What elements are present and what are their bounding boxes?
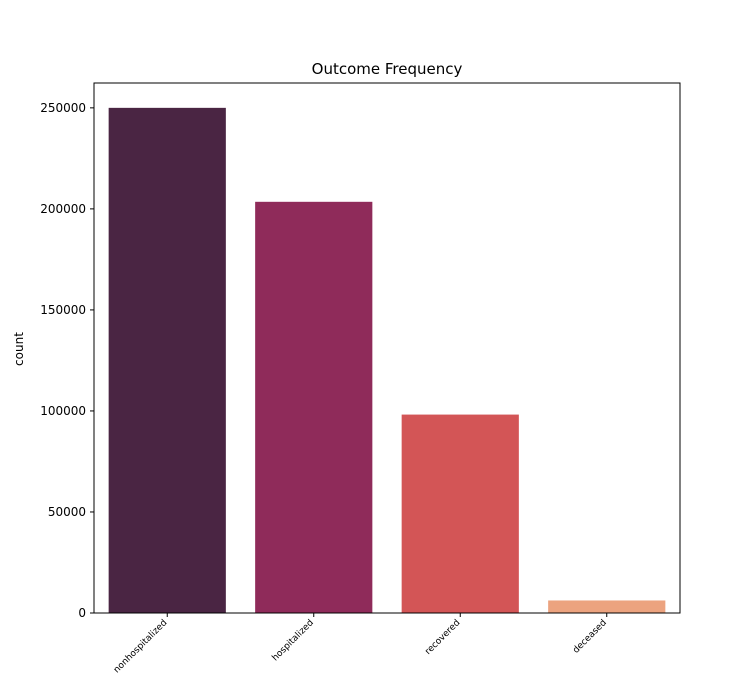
bar-hospitalized [255, 201, 373, 613]
axes-frame [93, 82, 681, 614]
bar-deceased [548, 600, 666, 613]
y-tick-label: 100000 [40, 404, 86, 418]
y-tick-label: 0 [78, 606, 86, 620]
y-tick-label: 50000 [48, 505, 86, 519]
y-axis-label: count [12, 332, 26, 366]
y-tick-label: 150000 [40, 303, 86, 317]
y-tick-label: 200000 [40, 202, 86, 216]
bar-recovered [401, 414, 519, 613]
chart-title: Outcome Frequency [312, 60, 463, 78]
bar-nonhospitalized [108, 107, 226, 613]
plot-area: 050000100000150000200000250000nonhospita… [40, 82, 681, 675]
y-tick-label: 250000 [40, 101, 86, 115]
